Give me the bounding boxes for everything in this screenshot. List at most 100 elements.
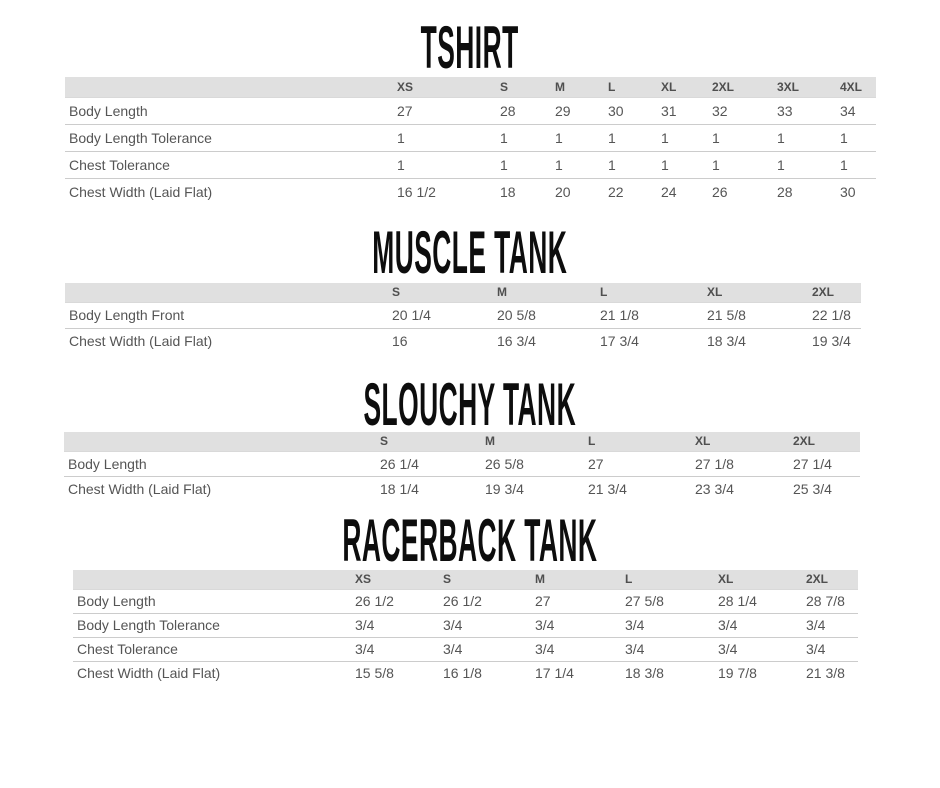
size-value: 28 1/4 [710, 589, 798, 614]
table-row: Body Length 26 1/4 26 5/8 27 27 1/8 27 1/4 [64, 451, 860, 477]
size-value: 30 [840, 183, 856, 200]
size-column-header: L [580, 432, 687, 452]
size-value: 1 [389, 151, 492, 179]
section-title-box: MUSCLE TANK [0, 220, 940, 287]
size-value: 17 3/4 [600, 333, 639, 350]
row-label: Chest Tolerance [65, 151, 389, 179]
size-value: 28 [777, 183, 793, 200]
table-row: Chest Width (Laid Flat) 16 16 3/4 17 3/4 18 … [65, 328, 861, 354]
size-value: 27 1/8 [687, 451, 785, 477]
size-value: 25 3/4 [793, 480, 832, 497]
size-table-muscle-tank: S M L XL 2XL Body Length Front 20 1/4 20 5/8 21 … [65, 283, 861, 354]
section-title-box: TSHIRT [0, 19, 940, 79]
size-value: 1 [704, 124, 769, 152]
size-value: 20 1/4 [384, 302, 489, 329]
size-value: 21 3/8 [806, 665, 845, 682]
size-column-header: 3XL [769, 77, 832, 98]
size-column-header: M [477, 432, 580, 452]
size-value: 31 [653, 97, 704, 125]
row-label: Chest Width (Laid Flat) [69, 183, 213, 200]
size-value: 3/4 [798, 613, 858, 638]
size-column-header: S [372, 432, 477, 452]
size-column-header: M [547, 77, 600, 98]
size-value: 27 [527, 589, 617, 614]
size-column-header: XS [347, 570, 435, 590]
size-column-header: XL [653, 77, 704, 98]
size-value: 1 [769, 151, 832, 179]
size-value: 27 [580, 451, 687, 477]
size-value: 3/4 [710, 613, 798, 638]
section-title-racerback-tank: RACERBACK TANK [342, 509, 598, 575]
size-value: 1 [704, 151, 769, 179]
size-value: 28 7/8 [798, 589, 858, 614]
section-racerback-tank: RACERBACK TANK XS S M L XL 2XL Body Length 26 1… [0, 509, 940, 685]
size-value: 27 [389, 97, 492, 125]
size-value: 1 [600, 124, 653, 152]
size-column-header: S [492, 77, 547, 98]
row-label: Body Length Tolerance [65, 124, 389, 152]
size-value: 32 [704, 97, 769, 125]
size-value: 1 [492, 124, 547, 152]
size-value: 16 [392, 333, 408, 350]
size-column-header: L [600, 77, 653, 98]
size-value: 21 3/4 [588, 480, 627, 497]
size-column-header: S [435, 570, 527, 590]
size-value: 26 1/4 [372, 451, 477, 477]
table-row: Body Length 26 1/2 26 1/2 27 27 5/8 28 1/4 28 … [73, 589, 858, 614]
size-value: 1 [547, 151, 600, 179]
size-column-header: 2XL [785, 432, 860, 452]
size-header-row: S M L XL 2XL [65, 283, 861, 303]
table-row: Chest Width (Laid Flat) 15 5/8 16 1/8 17 1/… [73, 661, 858, 685]
size-value: 21 1/8 [592, 302, 699, 329]
size-value: 18 3/8 [625, 665, 664, 682]
size-column-header: XS [389, 77, 492, 98]
size-value: 3/4 [435, 637, 527, 662]
size-value: 20 [555, 183, 571, 200]
size-column-header: 2XL [798, 570, 858, 590]
section-title-slouchy-tank: SLOUCHY TANK [363, 372, 577, 439]
row-label-header [65, 77, 389, 98]
size-value: 1 [832, 151, 876, 179]
size-column-header: 2XL [804, 283, 861, 303]
size-table-racerback-tank: XS S M L XL 2XL Body Length 26 1/2 26 1/2 27 27 5/… [73, 570, 858, 685]
row-label-header [73, 570, 347, 590]
size-value: 26 5/8 [477, 451, 580, 477]
section-title-box: SLOUCHY TANK [0, 376, 940, 436]
size-value: 26 1/2 [435, 589, 527, 614]
row-label: Body Length Front [65, 302, 384, 329]
size-value: 3/4 [347, 613, 435, 638]
size-column-header: M [489, 283, 592, 303]
size-value: 21 5/8 [699, 302, 804, 329]
size-column-header: M [527, 570, 617, 590]
size-value: 22 1/8 [804, 302, 861, 329]
size-value: 24 [661, 183, 677, 200]
size-column-header: XL [710, 570, 798, 590]
row-label: Body Length [64, 451, 372, 477]
size-header-row: XS S M L XL 2XL 3XL 4XL [65, 77, 876, 98]
size-value: 18 3/4 [707, 333, 746, 350]
size-value: 3/4 [435, 613, 527, 638]
size-value: 33 [769, 97, 832, 125]
size-column-header: 2XL [704, 77, 769, 98]
size-value: 3/4 [347, 637, 435, 662]
size-value: 29 [547, 97, 600, 125]
size-value: 19 7/8 [718, 665, 757, 682]
size-column-header: L [617, 570, 710, 590]
size-value: 22 [608, 183, 624, 200]
section-muscle-tank: MUSCLE TANK S M L XL 2XL Body Length Front 20 … [0, 220, 940, 354]
section-title-muscle-tank: MUSCLE TANK [372, 220, 568, 287]
size-value: 1 [492, 151, 547, 179]
table-row: Body Length Tolerance 1 1 1 1 1 1 1 1 [65, 124, 876, 152]
size-value: 3/4 [617, 637, 710, 662]
table-row: Body Length Tolerance 3/4 3/4 3/4 3/4 3/4 3/4 [73, 613, 858, 638]
size-value: 17 1/4 [535, 665, 574, 682]
size-value: 1 [600, 151, 653, 179]
size-column-header: S [384, 283, 489, 303]
table-row: Body Length Front 20 1/4 20 5/8 21 1/8 21 5/… [65, 302, 861, 329]
row-label-header [64, 432, 372, 452]
size-table-tshirt: XS S M L XL 2XL 3XL 4XL Body Length 27 28 29 30 31 32 3… [65, 77, 876, 205]
row-label: Chest Width (Laid Flat) [69, 333, 213, 350]
row-label: Chest Tolerance [73, 637, 347, 662]
size-header-row: XS S M L XL 2XL [73, 570, 858, 590]
table-row: Body Length 27 28 29 30 31 32 33 34 [65, 97, 876, 125]
